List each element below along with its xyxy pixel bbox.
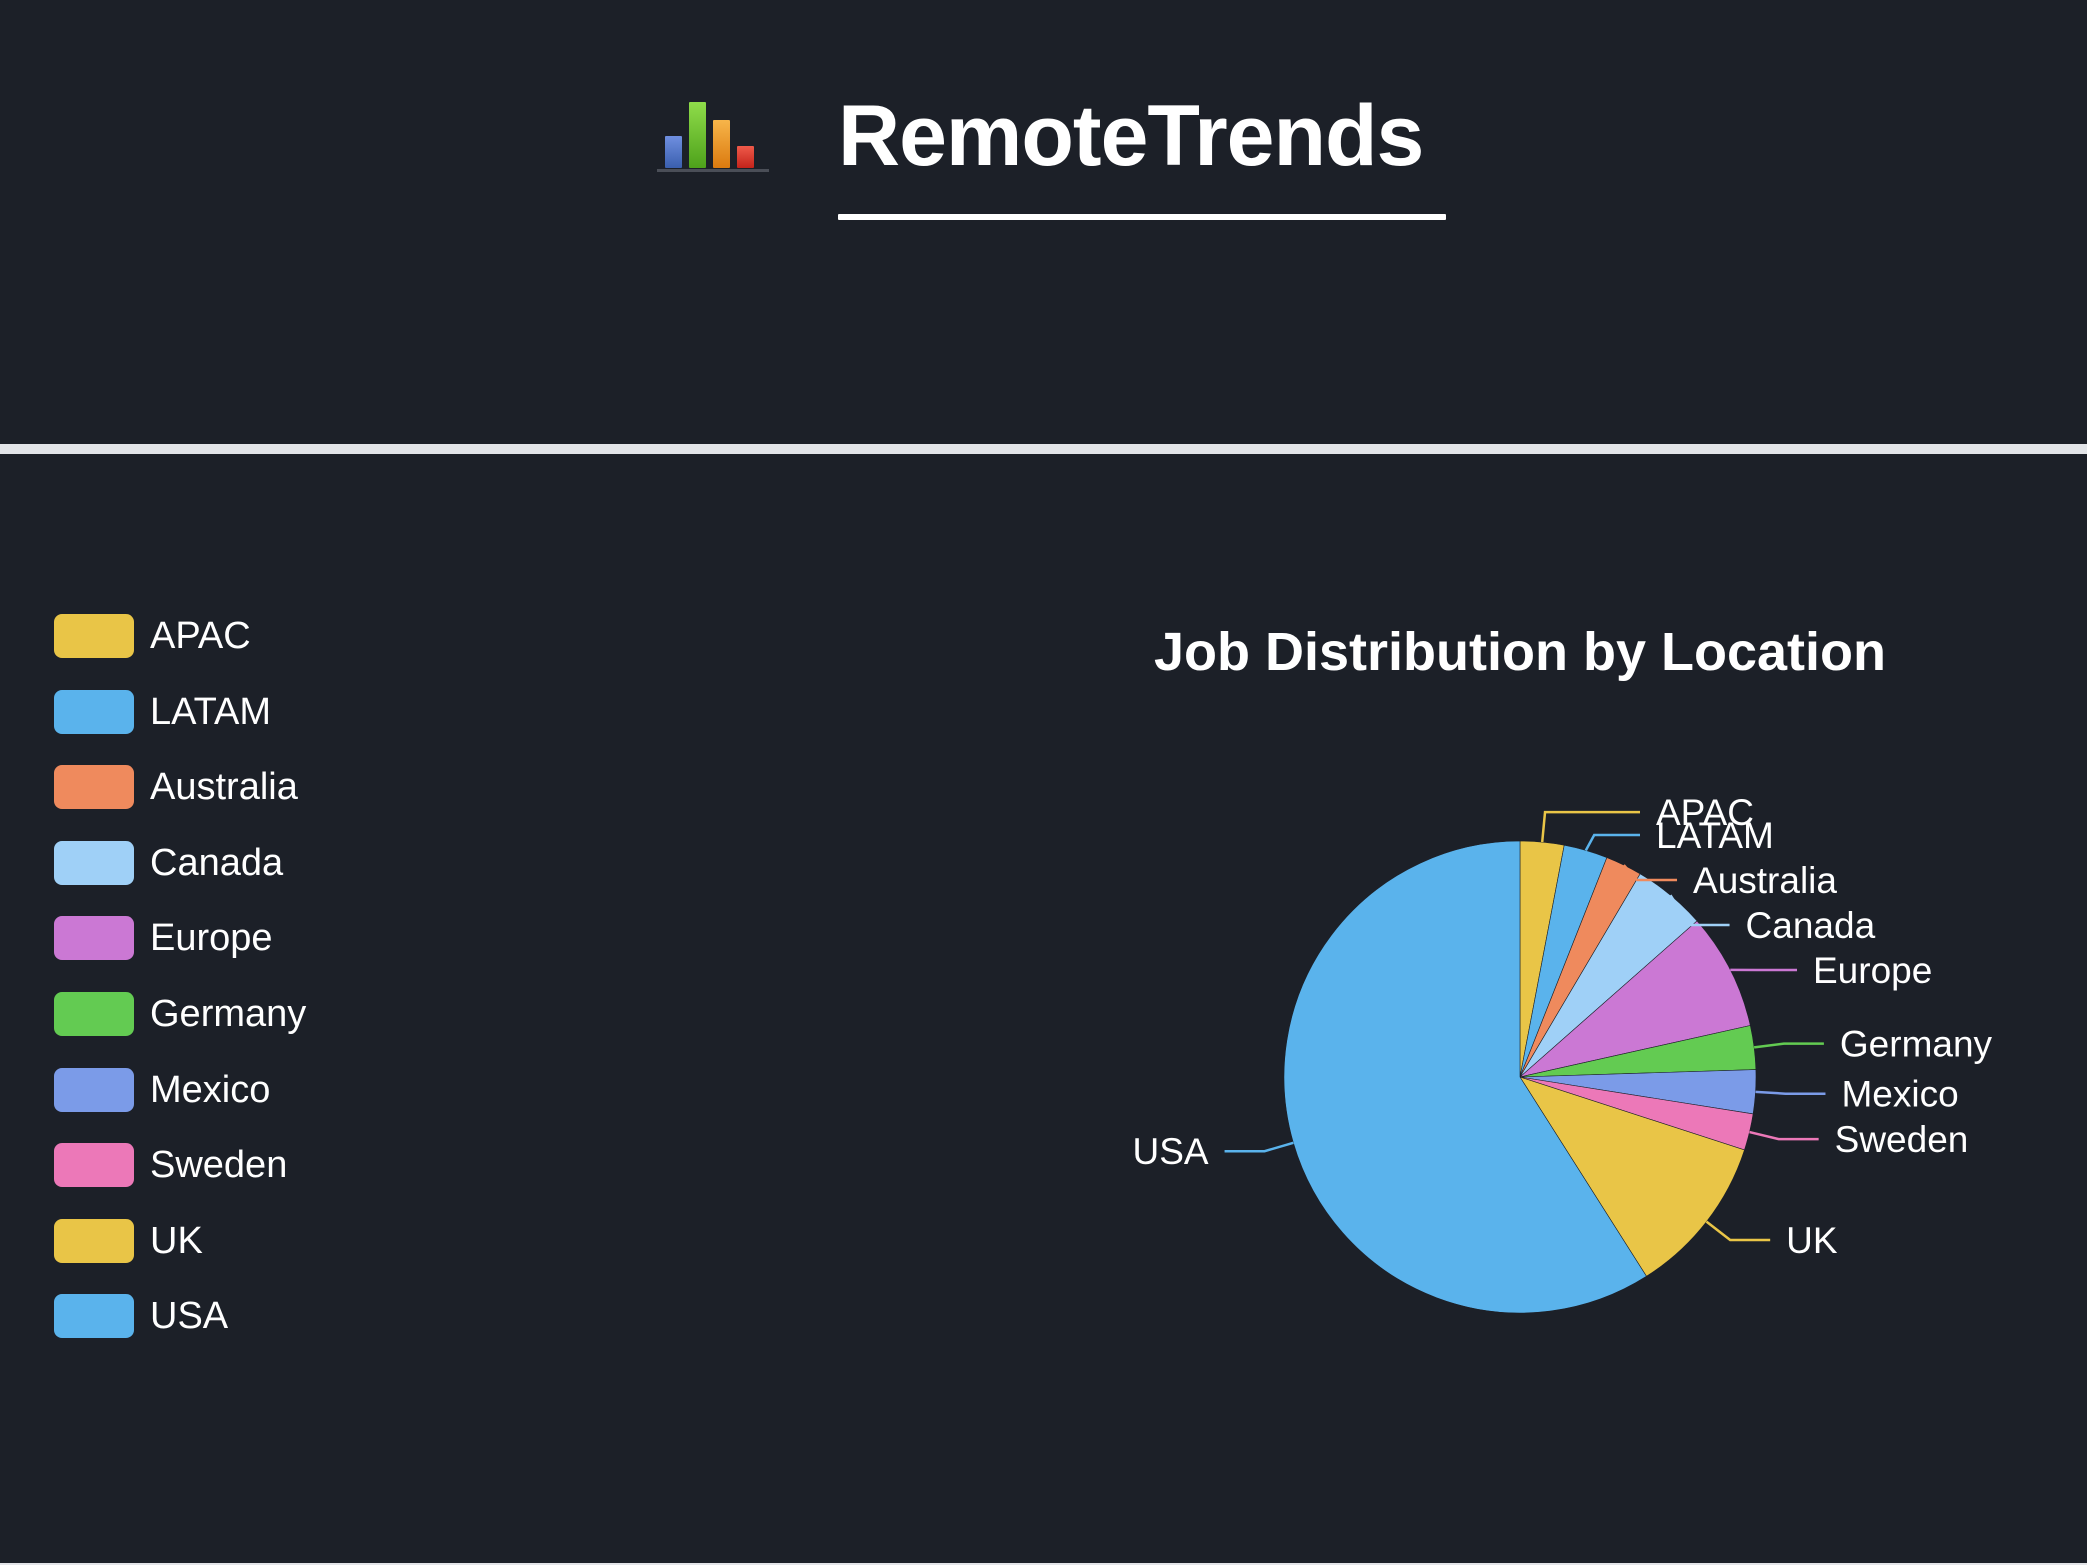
legend-item-usa[interactable]: USA: [54, 1292, 414, 1339]
leader-line-uk: [1705, 1220, 1771, 1242]
logo-bar: [713, 120, 730, 168]
logo-bar: [689, 102, 706, 168]
legend-swatch: [54, 992, 134, 1036]
slice-label-latam: LATAM: [1656, 815, 1774, 856]
logo-base: [657, 169, 769, 172]
pie-slice-usa[interactable]: [1283, 840, 1647, 1314]
legend-label: Canada: [150, 841, 284, 884]
leader-line-australia: [1622, 864, 1678, 882]
legend-swatch: [54, 689, 134, 734]
legend-item-australia[interactable]: Australia: [54, 763, 414, 810]
legend-item-uk[interactable]: UK: [54, 1217, 414, 1263]
logo-bar: [665, 136, 682, 168]
header-divider: [0, 444, 2087, 454]
legend-label: Sweden: [150, 1144, 288, 1187]
legend-item-latam[interactable]: LATAM: [54, 688, 414, 734]
legend-label: USA: [150, 1295, 229, 1338]
pie-slice-uk[interactable]: [1519, 1076, 1745, 1277]
legend-swatch: [54, 765, 134, 810]
legend-label: Australia: [150, 766, 298, 809]
leader-line-canada: [1669, 894, 1730, 927]
app-title: RemoteTrends: [838, 88, 1424, 184]
slice-label-canada: Canada: [1746, 905, 1876, 946]
legend-item-germany[interactable]: Germany: [54, 990, 414, 1036]
leader-line-apac: [1540, 810, 1640, 843]
slice-label-mexico: Mexico: [1841, 1074, 1958, 1115]
slice-label-germany: Germany: [1840, 1024, 1993, 1065]
legend-label: LATAM: [150, 690, 272, 733]
legend-label: Europe: [150, 917, 273, 960]
bottom-border: [0, 1563, 2087, 1565]
leader-line-germany: [1753, 1042, 1824, 1049]
slice-label-apac: APAC: [1656, 792, 1754, 833]
legend-item-sweden[interactable]: Sweden: [54, 1141, 414, 1188]
legend-item-mexico[interactable]: Mexico: [54, 1066, 414, 1112]
slice-label-usa: USA: [1132, 1131, 1208, 1172]
legend-swatch: [54, 1143, 134, 1188]
leader-line-sweden: [1749, 1130, 1819, 1141]
legend-label: Mexico: [150, 1068, 271, 1111]
legend-label: Germany: [150, 993, 307, 1035]
slice-label-sweden: Sweden: [1835, 1119, 1969, 1160]
legend-label: UK: [150, 1219, 203, 1262]
logo-bar: [737, 146, 754, 168]
pie-slices: [1283, 840, 1757, 1314]
chart-title: Job Distribution by Location: [1154, 622, 1886, 682]
slice-label-australia: Australia: [1693, 860, 1837, 901]
legend-swatch: [54, 1294, 134, 1339]
legend-item-europe[interactable]: Europe: [54, 914, 414, 961]
title-underline: [838, 214, 1446, 220]
legend-swatch: [54, 1218, 134, 1263]
leader-line-usa: [1224, 1141, 1294, 1153]
bar-chart-icon: [657, 96, 769, 176]
legend-swatch: [54, 840, 134, 885]
legend-item-apac[interactable]: APAC: [54, 612, 414, 658]
legend-label: APAC: [150, 615, 251, 657]
slice-label-uk: UK: [1786, 1220, 1838, 1261]
legend-swatch: [54, 916, 134, 961]
header: RemoteTrends: [0, 0, 2087, 444]
legend-item-canada[interactable]: Canada: [54, 839, 414, 885]
legend-swatch: [54, 1067, 134, 1112]
slice-label-europe: Europe: [1813, 950, 1932, 991]
leader-line-latam: [1584, 833, 1640, 851]
legend-swatch: [54, 614, 134, 658]
leader-line-mexico: [1755, 1090, 1826, 1095]
